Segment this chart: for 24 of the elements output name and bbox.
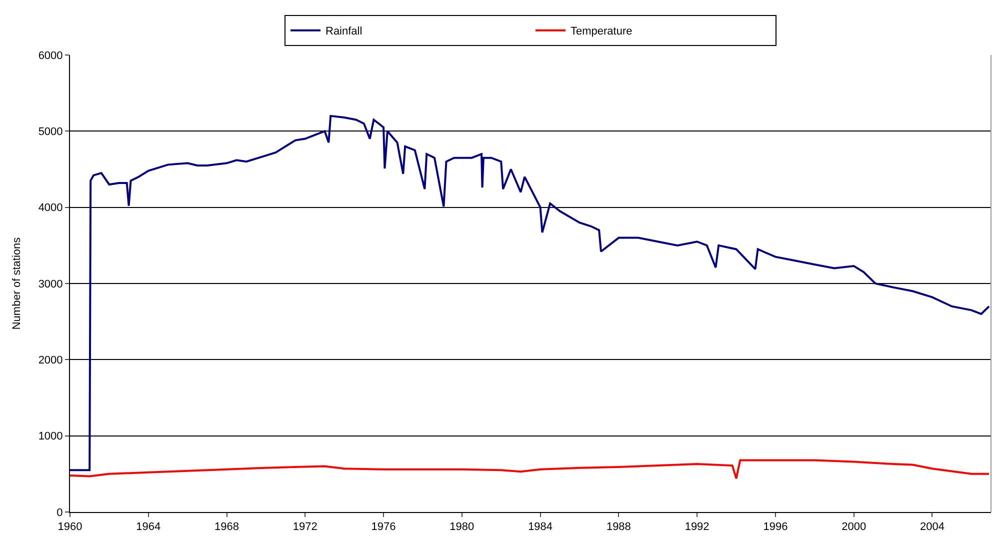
- legend-label: Rainfall: [326, 26, 362, 38]
- y-tick-label: 5000: [38, 126, 63, 138]
- legend-label: Temperature: [570, 26, 632, 38]
- x-tick-label: 1992: [684, 521, 710, 534]
- x-tick-label: 1976: [371, 521, 396, 534]
- y-tick-label: 2000: [38, 354, 63, 367]
- y-tick-label: 4000: [38, 202, 63, 214]
- x-tick-label: 1964: [136, 521, 161, 534]
- x-tick-label: 1980: [450, 521, 474, 534]
- y-tick-label: 0: [56, 506, 63, 519]
- x-tick-label: 1984: [528, 521, 553, 534]
- x-tick-label: 2004: [920, 521, 944, 534]
- x-tick-label: 1988: [606, 521, 631, 534]
- line-series: [70, 459, 990, 480]
- y-tick-label: 6000: [38, 50, 63, 62]
- x-tick-label: 2000: [842, 521, 866, 534]
- y-axis-title: Number of stations: [10, 236, 23, 330]
- x-tick-label: 1996: [763, 521, 788, 534]
- x-tick-label: 1968: [214, 521, 240, 534]
- x-tick-label: 1972: [292, 521, 318, 534]
- y-tick-label: 3000: [38, 278, 63, 290]
- y-tick-label: 1000: [38, 430, 63, 443]
- x-tick-label: 1960: [58, 521, 82, 534]
- line-series: [70, 114, 990, 472]
